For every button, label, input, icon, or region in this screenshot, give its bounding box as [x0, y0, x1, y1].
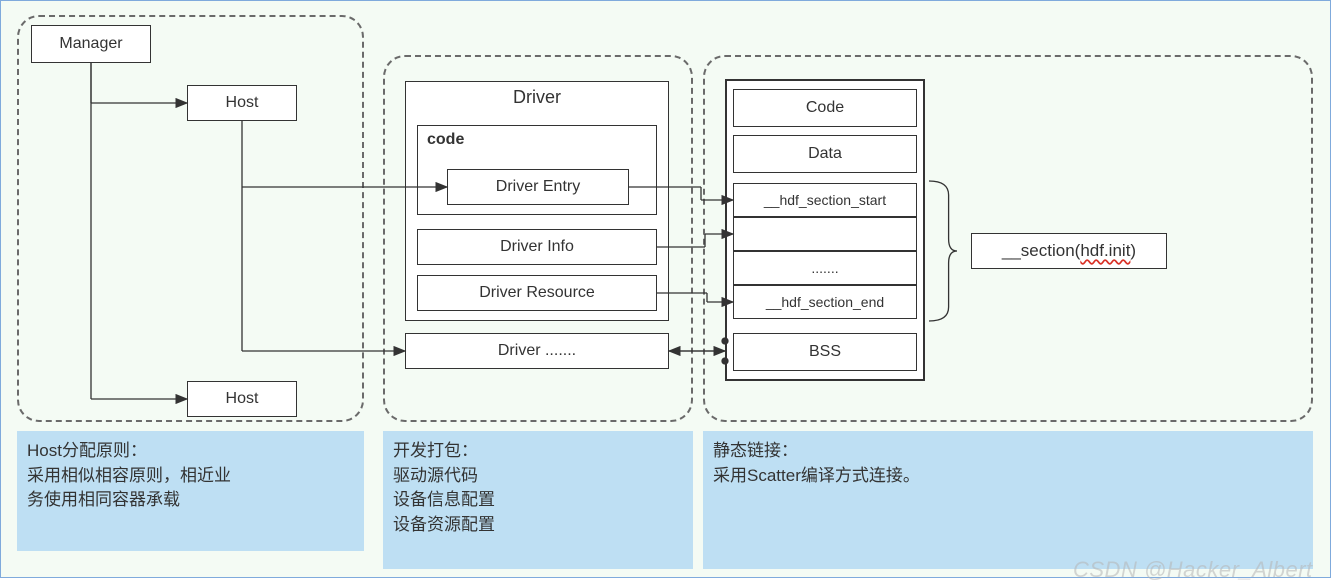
- label-code-title: code: [427, 131, 464, 149]
- box-mem-code: Code: [733, 89, 917, 127]
- label-driver-entry: Driver Entry: [496, 178, 580, 196]
- box-mem-data: Data: [733, 135, 917, 173]
- label-driver-info: Driver Info: [500, 238, 574, 256]
- note-left: Host分配原则：采用相似相容原则，相近业务使用相同容器承载: [17, 431, 364, 551]
- label-mem-data: Data: [808, 145, 842, 163]
- box-driver-entry: Driver Entry: [447, 169, 629, 205]
- box-mem-dots: .......: [733, 251, 917, 285]
- box-mem-hdf-end: __hdf_section_end: [733, 285, 917, 319]
- box-driver-resource: Driver Resource: [417, 275, 657, 311]
- box-mem-hdf-start: __hdf_section_start: [733, 183, 917, 217]
- box-manager: Manager: [31, 25, 151, 63]
- label-mem-dots: .......: [811, 260, 838, 276]
- box-driver-more: Driver .......: [405, 333, 669, 369]
- watermark: CSDN @Hacker_Albert: [1073, 557, 1313, 583]
- diagram-root: Manager Host Host Driver code Driver Ent…: [0, 0, 1331, 578]
- note-right: 静态链接：采用Scatter编译方式连接。: [703, 431, 1313, 569]
- label-section: __section(hdf.init): [1002, 241, 1136, 261]
- label-mem-hdf-start: __hdf_section_start: [764, 192, 886, 208]
- label-host-2: Host: [226, 390, 259, 408]
- box-host-1: Host: [187, 85, 297, 121]
- label-driver-resource: Driver Resource: [479, 284, 595, 302]
- label-driver-title: Driver: [405, 87, 669, 108]
- label-mem-hdf-end: __hdf_section_end: [766, 294, 884, 310]
- label-mem-code: Code: [806, 99, 844, 117]
- label-mem-bss: BSS: [809, 343, 841, 361]
- label-host-1: Host: [226, 94, 259, 112]
- box-mem-bss: BSS: [733, 333, 917, 371]
- box-section-label: __section(hdf.init): [971, 233, 1167, 269]
- label-driver-more: Driver .......: [498, 342, 576, 360]
- box-mem-blank: [733, 217, 917, 251]
- note-middle: 开发打包：驱动源代码设备信息配置设备资源配置: [383, 431, 693, 569]
- label-manager: Manager: [59, 35, 122, 53]
- box-driver-info: Driver Info: [417, 229, 657, 265]
- panel-left: [17, 15, 364, 422]
- box-host-2: Host: [187, 381, 297, 417]
